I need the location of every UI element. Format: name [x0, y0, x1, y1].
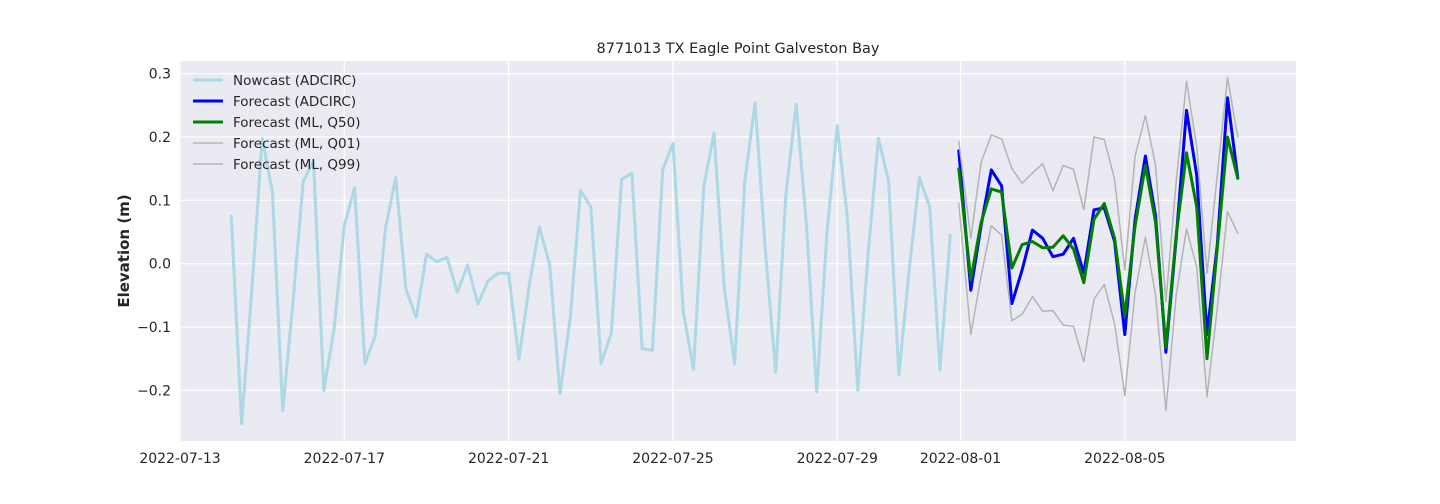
- y-tick-label: −0.1: [137, 320, 171, 336]
- y-tick-label: 0.0: [149, 257, 171, 273]
- series-line-nowcast-adcirc: [229, 101, 952, 426]
- y-tick-label: 0.1: [149, 193, 171, 209]
- legend-label: Forecast (ML, Q99): [233, 157, 361, 173]
- x-axis-ticks: 2022-07-13 2022-07-17 2022-07-21 2022-07-25…: [139, 451, 1165, 467]
- legend-label: Nowcast (ADCIRC): [233, 73, 356, 89]
- plot-background: [180, 61, 1296, 441]
- x-tick-label: 2022-07-13: [139, 451, 220, 467]
- series-layer: [229, 76, 1240, 426]
- grid-lines: [179, 61, 1296, 441]
- y-tick-label: −0.2: [137, 383, 171, 399]
- x-tick-label: 2022-08-01: [920, 451, 1001, 467]
- legend-label: Forecast (ADCIRC): [233, 94, 356, 110]
- x-tick-label: 2022-07-17: [304, 451, 385, 467]
- x-tick-label: 2022-07-25: [632, 451, 713, 467]
- series-line-forecast-ml-q50: [957, 135, 1240, 361]
- legend: Nowcast (ADCIRC) Forecast (ADCIRC) Forecas…: [193, 73, 361, 173]
- y-tick-label: 0.2: [149, 130, 171, 146]
- x-tick-label: 2022-08-05: [1084, 451, 1165, 467]
- y-axis-ticks: −0.2 −0.1 0.0 0.1 0.2 0.3: [137, 67, 171, 400]
- series-line-forecast-ml-q99: [958, 76, 1239, 303]
- legend-label: Forecast (ML, Q50): [233, 115, 361, 131]
- y-tick-label: 0.3: [149, 67, 171, 83]
- chart-title: 8771013 TX Eagle Point Galveston Bay: [597, 41, 880, 57]
- x-tick-label: 2022-07-29: [797, 451, 878, 467]
- series-line-forecast-ml-q01: [958, 202, 1239, 412]
- x-tick-label: 2022-07-21: [468, 451, 549, 467]
- legend-label: Forecast (ML, Q01): [233, 136, 361, 152]
- y-axis-label: Elevation (m): [115, 194, 133, 307]
